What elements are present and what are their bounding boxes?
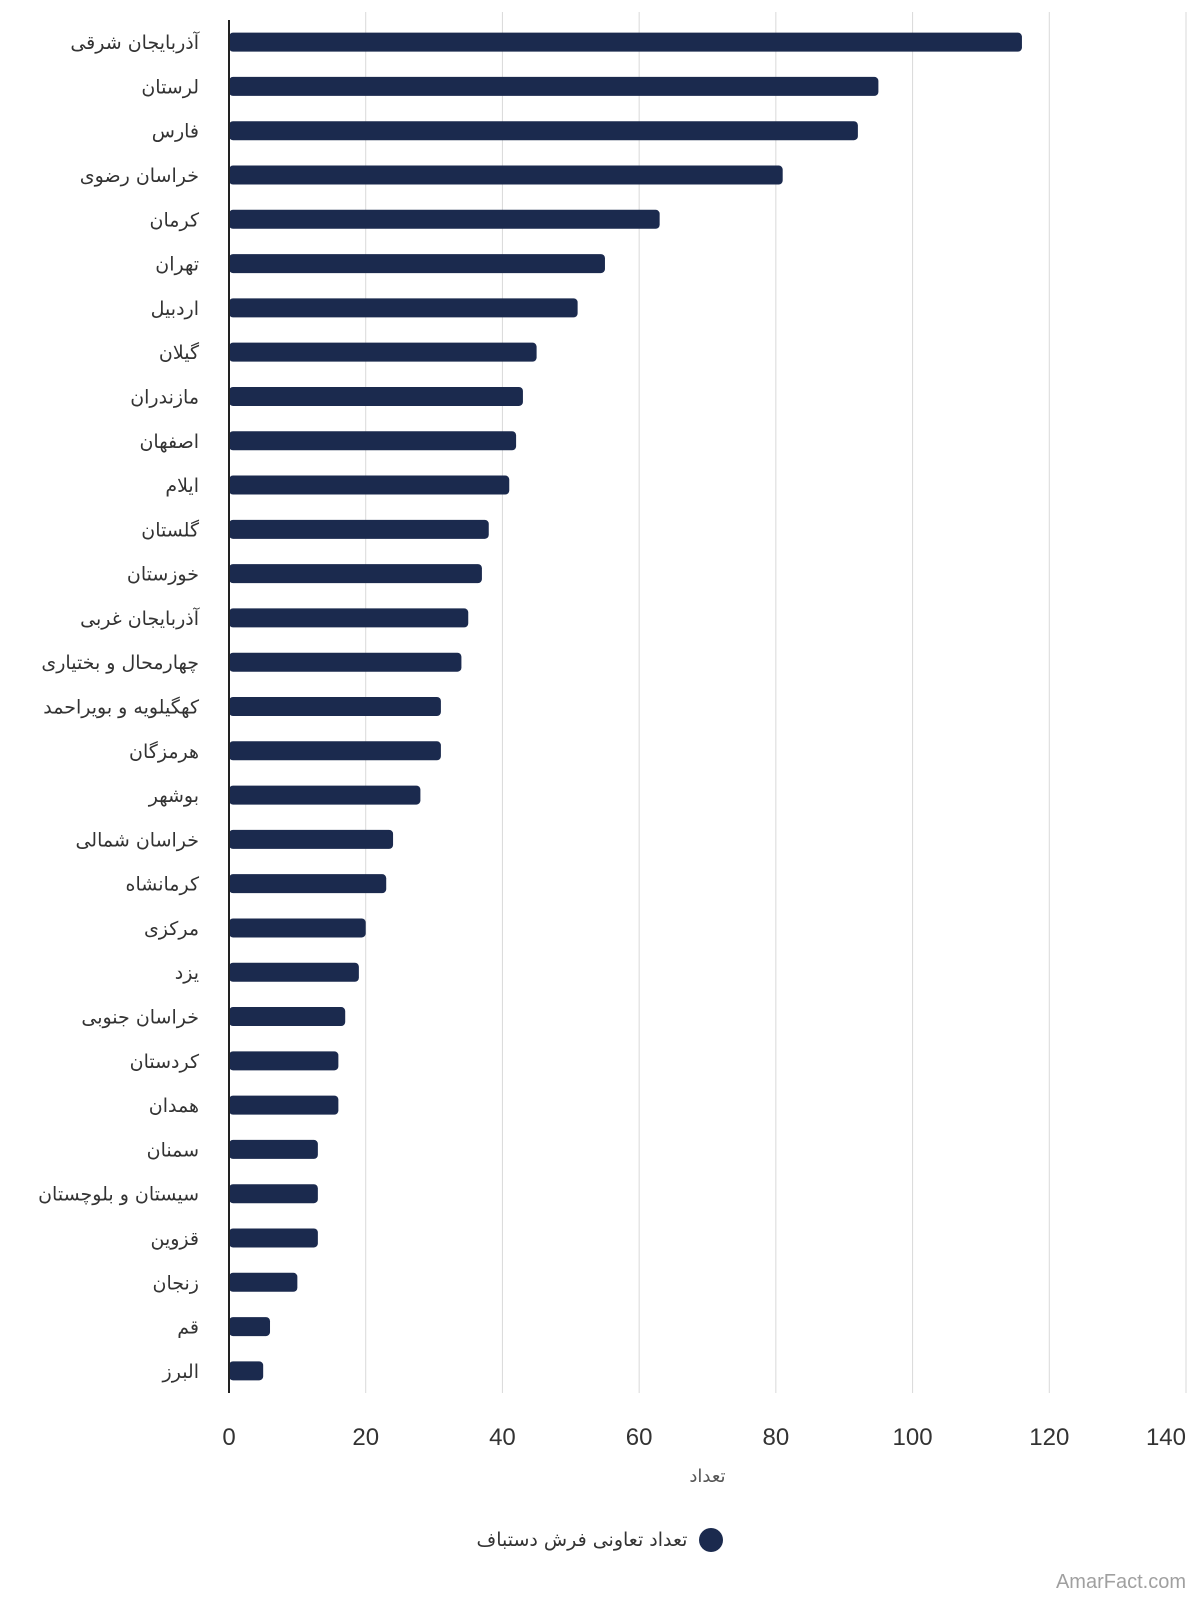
bar <box>229 165 783 185</box>
bar <box>229 76 879 96</box>
bar <box>229 741 441 761</box>
bar <box>229 962 359 982</box>
category-label: مازندران <box>130 386 199 408</box>
x-tick-label: 80 <box>763 1424 790 1451</box>
bar <box>229 386 523 406</box>
bar <box>229 1272 298 1292</box>
bar <box>229 209 660 229</box>
bar <box>229 1317 271 1337</box>
bar <box>229 431 517 451</box>
grid-lines <box>365 12 1187 1393</box>
category-label: خراسان جنوبی <box>81 1007 199 1029</box>
category-label: ایلام <box>165 475 199 497</box>
x-tick-label: 140 <box>1146 1424 1186 1451</box>
category-label: خراسان شمالی <box>75 829 199 851</box>
bar <box>229 697 441 716</box>
category-label: خراسان رضوی <box>80 165 199 187</box>
category-label: هرمزگان <box>129 740 199 763</box>
bar <box>229 918 366 938</box>
category-label: یزد <box>175 962 199 984</box>
bar <box>229 1184 318 1204</box>
bar <box>229 608 469 628</box>
bar <box>229 519 489 539</box>
bar <box>229 652 462 672</box>
category-label: آذربایجان غربی <box>80 606 200 630</box>
bar <box>229 1228 318 1248</box>
x-tick-label: 0 <box>222 1424 235 1451</box>
bar <box>229 32 1022 52</box>
bar <box>229 829 394 849</box>
legend-label: تعداد تعاونی فرش دستباف <box>476 1529 688 1551</box>
category-label: فارس <box>152 121 199 143</box>
category-label: البرز <box>162 1361 199 1383</box>
category-label: مرکزی <box>144 918 199 940</box>
category-label: تهران <box>155 254 199 276</box>
category-label: کردستان <box>130 1051 200 1073</box>
bar <box>229 564 482 584</box>
legend: تعداد تعاونی فرش دستباف <box>0 1528 1200 1552</box>
x-tick-label: 100 <box>893 1424 933 1451</box>
category-label: گیلان <box>159 341 200 364</box>
category-label: سیستان و بلوچستان <box>38 1184 199 1206</box>
x-axis-title: تعداد <box>689 1466 725 1487</box>
category-label: کهگیلویه و بویراحمد <box>43 696 200 719</box>
bar <box>229 254 605 274</box>
category-label: کرمانشاه <box>126 874 200 896</box>
category-label: قم <box>177 1317 199 1339</box>
x-tick-label: 40 <box>489 1424 516 1451</box>
bar <box>229 298 578 318</box>
x-tick-label: 120 <box>1029 1424 1069 1451</box>
category-label: اصفهان <box>139 431 199 453</box>
bar <box>229 121 858 141</box>
bar <box>229 1007 346 1027</box>
category-label: گلستان <box>141 518 200 541</box>
category-label: آذربایجان شرقی <box>70 30 199 54</box>
category-label: کرمان <box>150 209 200 231</box>
watermark: AmarFact.com <box>1055 1571 1186 1593</box>
x-tick-label: 20 <box>352 1424 379 1451</box>
bar <box>229 342 537 362</box>
category-label: چهارمحال و بختیاری <box>41 652 199 674</box>
bar <box>229 475 510 495</box>
bar <box>229 1139 318 1159</box>
bar <box>229 1095 339 1115</box>
bar <box>229 1051 339 1071</box>
category-label: قزوین <box>151 1228 200 1250</box>
x-tick-labels: 0 20 40 60 80 100 120 140 <box>222 1424 1186 1451</box>
category-label: خوزستان <box>127 564 199 586</box>
bar <box>229 1361 264 1381</box>
category-label: همدان <box>149 1095 199 1117</box>
x-tick-label: 60 <box>626 1424 653 1451</box>
category-labels: آذربایجان شرقی لرستان فارس خراسان رضوی کرمان… <box>38 30 200 1383</box>
legend-swatch <box>699 1528 724 1552</box>
bar <box>229 785 421 805</box>
bar <box>229 874 387 894</box>
category-label: بوشهر <box>148 785 199 807</box>
category-label: سمنان <box>147 1139 199 1161</box>
category-label: اردبیل <box>151 298 199 320</box>
category-label: زنجان <box>153 1272 199 1294</box>
category-label: لرستان <box>141 76 199 98</box>
bars <box>229 32 1022 1381</box>
